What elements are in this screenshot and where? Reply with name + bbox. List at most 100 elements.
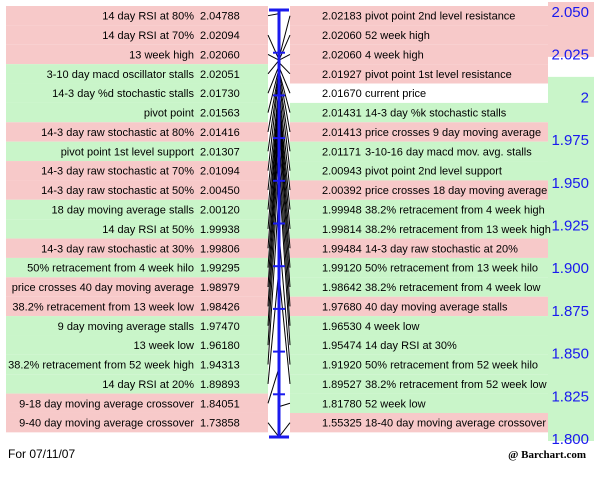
right-row-value: 2.01431 (322, 108, 362, 120)
right-row-value: 2.01927 (322, 69, 362, 81)
right-row-band (290, 219, 552, 239)
right-row-band (290, 238, 552, 258)
right-row-label: pivot point 2nd level resistance (365, 11, 515, 23)
axis-tick-labels: 2.050 2.025 2 1.975 1.950 1.925 1.900 1.875 1.85… (551, 4, 589, 448)
left-row-value: 1.98979 (200, 282, 240, 294)
right-row-band (290, 161, 552, 181)
axis-tick-label: 2 (581, 89, 589, 106)
left-connector-line (267, 76, 280, 171)
right-row-label: 3-10-16 day macd mov. avg. stalls (365, 146, 532, 158)
right-connector-line (278, 402, 291, 408)
right-row-label: price crosses 9 day moving average (365, 127, 541, 139)
right-row-value: 2.00392 (322, 185, 362, 197)
right-connector-line (278, 54, 291, 61)
left-row-label: 13 week low (133, 340, 194, 352)
right-row-band (290, 102, 552, 123)
right-row-label: 50% retracement from 13 week hilo (365, 263, 538, 275)
left-row-value: 2.02060 (200, 49, 240, 61)
right-row-value: 2.02060 (322, 49, 362, 61)
left-row-label: 14-3 day raw stochastic at 50% (41, 185, 194, 197)
left-row-band (6, 44, 268, 65)
axis-tick-label: 1.800 (551, 431, 589, 448)
right-connector-line (278, 98, 291, 229)
left-row-value: 1.99295 (200, 263, 240, 275)
right-row-value: 1.81780 (322, 398, 362, 410)
axis-tick-label: 1.950 (551, 175, 589, 192)
left-row-label: 14-3 day raw stochastic at 70% (41, 166, 194, 178)
left-row-label: 14 day RSI at 80% (102, 11, 194, 23)
right-connector-line (278, 172, 291, 346)
right-row-label: pivot point 1st level resistance (365, 69, 512, 81)
right-row-value: 1.99814 (322, 224, 362, 236)
right-row-value: 2.01670 (322, 88, 362, 100)
left-row-band (6, 277, 268, 297)
left-row-value: 2.02094 (200, 30, 240, 42)
left-row-value: 2.01094 (200, 166, 240, 178)
left-row-band (6, 412, 268, 433)
left-row-value: 1.96180 (200, 340, 240, 352)
left-row-band (6, 6, 268, 26)
left-connector-line (267, 71, 280, 133)
right-connector-line (278, 110, 291, 268)
right-row-label: 38.2% retracement from 4 week low (365, 282, 541, 294)
left-connector-line (267, 13, 280, 17)
left-row-band (6, 180, 268, 200)
right-row-label: 14-3 day raw stochastic at 20% (365, 243, 518, 255)
left-connector-line (267, 112, 280, 288)
right-row-value: 1.89527 (322, 379, 362, 391)
left-row-value: 2.00120 (200, 204, 240, 216)
price-axis (269, 8, 289, 439)
left-row-band (6, 257, 268, 278)
right-row-value: 2.02183 (322, 11, 362, 23)
left-row-band (6, 83, 268, 103)
left-row-value: 1.94313 (200, 360, 240, 372)
right-connector-line (278, 75, 291, 152)
left-row-value: 2.01730 (200, 88, 240, 100)
axis-tick-label: 1.875 (551, 303, 589, 320)
right-row-value: 1.96530 (322, 321, 362, 333)
left-row-band (6, 354, 268, 375)
left-row-band (6, 335, 268, 355)
left-row-label: 50% retracement from 4 week hilo (27, 263, 194, 275)
right-connector-line (278, 34, 291, 61)
right-row-label: 52 week high (365, 30, 430, 42)
left-row-label: 38.2% retracement from 13 week low (12, 301, 194, 313)
right-row-value: 1.97680 (322, 301, 362, 313)
axis-tick-label: 2.050 (551, 4, 589, 21)
right-connector-line (278, 154, 291, 326)
right-connector-line (278, 66, 291, 94)
left-row-band (6, 238, 268, 258)
right-row-label: price crosses 18 day moving average (365, 185, 547, 197)
left-connector-line (267, 122, 280, 307)
right-row-band (290, 354, 552, 375)
left-row-band (6, 122, 268, 142)
left-connector-line (267, 54, 280, 61)
right-row-label: 38.2% retracement from 52 week low (365, 379, 547, 391)
right-row-band (290, 316, 552, 336)
right-row-label: current price (365, 88, 426, 100)
left-connector-line (267, 68, 280, 113)
right-row-band (290, 25, 552, 45)
left-row-label: 9-18 day moving average crossover (19, 398, 194, 410)
right-row-band (290, 412, 552, 433)
right-connector-line (278, 71, 291, 133)
left-connector-line (267, 65, 280, 94)
right-row-band (290, 6, 552, 26)
left-row-value: 2.01416 (200, 127, 240, 139)
left-row-band (6, 374, 268, 394)
left-row-band (6, 393, 268, 413)
left-row-label: 38.2% retracement from 52 week high (8, 360, 194, 372)
left-row-label: 9 day moving average stalls (58, 321, 195, 333)
right-row-value: 1.55325 (322, 418, 362, 430)
left-connector-line (267, 60, 280, 75)
left-row-value: 1.89893 (200, 379, 240, 391)
right-row-band (290, 277, 552, 297)
axis-tick-label: 1.825 (551, 388, 589, 405)
right-row-label: 14 day RSI at 30% (365, 340, 457, 352)
left-row-label: pivot point 1st level support (61, 146, 194, 158)
right-connector-line (278, 118, 291, 288)
right-connector-line (278, 62, 291, 75)
left-row-label: 14-3 day raw stochastic at 80% (41, 127, 194, 139)
right-row-label: 40 day moving average stalls (365, 301, 508, 313)
